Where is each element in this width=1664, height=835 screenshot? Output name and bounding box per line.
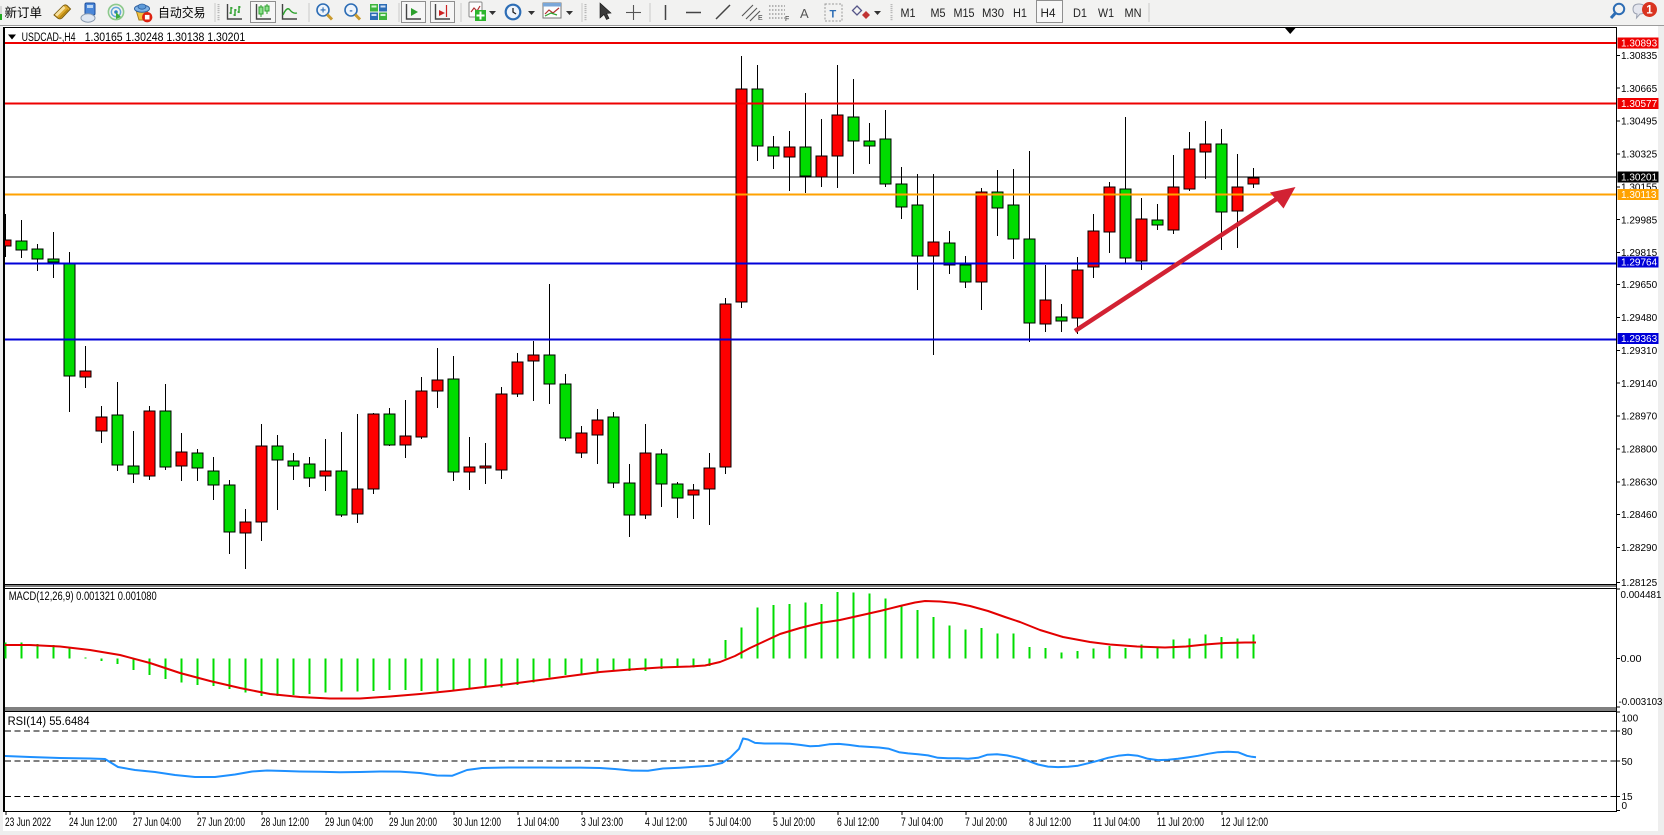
svg-text:1: 1 xyxy=(1646,5,1653,17)
svg-text:1.29480: 1.29480 xyxy=(1621,313,1658,324)
svg-text:M30: M30 xyxy=(982,8,1004,20)
svg-text:1.29140: 1.29140 xyxy=(1621,379,1658,390)
svg-text:5 Jul 04:00: 5 Jul 04:00 xyxy=(709,817,751,829)
svg-text:新订单: 新订单 xyxy=(5,5,43,20)
svg-text:29 Jun 04:00: 29 Jun 04:00 xyxy=(325,817,373,829)
svg-text:RSI(14) 55.6484: RSI(14) 55.6484 xyxy=(8,716,91,728)
svg-text:100: 100 xyxy=(1622,713,1639,724)
svg-text:1.30201: 1.30201 xyxy=(1621,173,1658,184)
svg-text:W1: W1 xyxy=(1098,8,1114,20)
svg-text:15: 15 xyxy=(1622,792,1634,803)
svg-text:4 Jul 12:00: 4 Jul 12:00 xyxy=(645,817,687,829)
svg-text:MACD(12,26,9) 0.001321 0.00108: MACD(12,26,9) 0.001321 0.001080 xyxy=(9,591,157,603)
svg-text:11 Jul 20:00: 11 Jul 20:00 xyxy=(1157,817,1204,829)
svg-text:29 Jun 20:00: 29 Jun 20:00 xyxy=(389,817,437,829)
svg-text:1.28460: 1.28460 xyxy=(1621,510,1658,521)
svg-text:H1: H1 xyxy=(1013,8,1027,20)
svg-text:28 Jun 12:00: 28 Jun 12:00 xyxy=(261,817,309,829)
svg-text:1.30325: 1.30325 xyxy=(1621,150,1658,161)
svg-text:H4: H4 xyxy=(1041,8,1057,20)
svg-text:3 Jul 23:00: 3 Jul 23:00 xyxy=(581,817,623,829)
svg-text:0.00: 0.00 xyxy=(1621,654,1642,665)
svg-text:6 Jul 12:00: 6 Jul 12:00 xyxy=(837,817,879,829)
svg-text:1.30577: 1.30577 xyxy=(1621,99,1658,110)
svg-text:7 Jul 04:00: 7 Jul 04:00 xyxy=(901,817,943,829)
svg-text:1 Jul 04:00: 1 Jul 04:00 xyxy=(517,817,559,829)
svg-text:1.30893: 1.30893 xyxy=(1621,39,1658,50)
svg-text:12 Jul 12:00: 12 Jul 12:00 xyxy=(1221,817,1268,829)
svg-text:24 Jun 12:00: 24 Jun 12:00 xyxy=(69,817,117,829)
svg-text:50: 50 xyxy=(1622,757,1634,768)
svg-text:0: 0 xyxy=(1622,801,1628,812)
svg-text:11 Jul 04:00: 11 Jul 04:00 xyxy=(1093,817,1140,829)
svg-text:1.29815: 1.29815 xyxy=(1621,248,1658,259)
svg-text:1.29363: 1.29363 xyxy=(1621,334,1658,345)
svg-text:1.30165 1.30248 1.30138 1.3020: 1.30165 1.30248 1.30138 1.30201 xyxy=(85,32,246,44)
svg-text:D1: D1 xyxy=(1073,8,1087,20)
svg-text:-: - xyxy=(349,6,352,17)
svg-text:8 Jul 12:00: 8 Jul 12:00 xyxy=(1029,817,1071,829)
svg-text:M1: M1 xyxy=(901,8,916,20)
svg-text:1.30155: 1.30155 xyxy=(1621,182,1658,193)
svg-text:T: T xyxy=(830,9,837,21)
svg-text:1.28125: 1.28125 xyxy=(1621,578,1658,589)
svg-text:1.28970: 1.28970 xyxy=(1621,412,1658,423)
svg-text:30 Jun 12:00: 30 Jun 12:00 xyxy=(453,817,501,829)
svg-text:E: E xyxy=(758,15,763,22)
svg-text:1.30835: 1.30835 xyxy=(1621,51,1658,62)
svg-text:1.28290: 1.28290 xyxy=(1621,543,1658,554)
svg-text:1.28800: 1.28800 xyxy=(1621,445,1658,456)
svg-text:1.28630: 1.28630 xyxy=(1621,477,1658,488)
svg-text:1.30113: 1.30113 xyxy=(1621,190,1657,201)
svg-text:-0.003103: -0.003103 xyxy=(1619,697,1663,708)
svg-text:0.004481: 0.004481 xyxy=(1621,590,1662,601)
svg-text:80: 80 xyxy=(1622,727,1634,738)
svg-text:27 Jun 20:00: 27 Jun 20:00 xyxy=(197,817,245,829)
svg-text:USDCAD-,H4: USDCAD-,H4 xyxy=(22,32,76,44)
svg-text:M5: M5 xyxy=(931,8,946,20)
svg-text:MN: MN xyxy=(1125,8,1142,20)
svg-text:F: F xyxy=(785,16,789,23)
svg-text:自动交易: 自动交易 xyxy=(158,5,206,20)
svg-text:7 Jul 20:00: 7 Jul 20:00 xyxy=(965,817,1007,829)
svg-text:+: + xyxy=(320,6,326,17)
svg-text:1.30495: 1.30495 xyxy=(1621,117,1658,128)
svg-text:5 Jul 20:00: 5 Jul 20:00 xyxy=(773,817,815,829)
svg-text:1.29764: 1.29764 xyxy=(1621,258,1658,269)
svg-text:A: A xyxy=(800,6,809,21)
svg-text:23 Jun 2022: 23 Jun 2022 xyxy=(5,817,51,829)
svg-text:1.30665: 1.30665 xyxy=(1621,84,1658,95)
svg-text:M15: M15 xyxy=(954,8,975,20)
svg-text:27 Jun 04:00: 27 Jun 04:00 xyxy=(133,817,181,829)
svg-text:1.29985: 1.29985 xyxy=(1621,215,1658,226)
svg-text:1.29650: 1.29650 xyxy=(1621,280,1658,291)
svg-text:1.29310: 1.29310 xyxy=(1621,346,1658,357)
